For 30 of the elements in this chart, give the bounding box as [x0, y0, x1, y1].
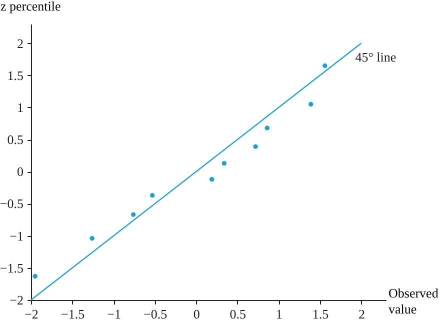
x-axis-title: Observed value [388, 286, 439, 316]
point [209, 176, 214, 182]
point [90, 236, 94, 241]
x-tick-label: 0 [193, 306, 200, 322]
point [32, 274, 38, 279]
x-tick-label: 0.5 [230, 306, 246, 322]
x-tick-label: −1.5 [60, 306, 85, 322]
point [150, 193, 155, 198]
point [264, 126, 270, 130]
y-tick-label: 0 [17, 164, 24, 180]
y-tick-label: 2 [17, 36, 24, 51]
x-tick-label: 1.5 [312, 306, 329, 322]
y-tick-label: −1 [10, 228, 24, 244]
point [222, 160, 227, 166]
point [322, 63, 328, 68]
x-tick-label: −0.5 [144, 306, 168, 322]
y-axis-title: z percentile [0, 0, 61, 14]
y-tick-label: −2 [10, 292, 24, 308]
point [253, 144, 258, 149]
x-tick-label: 1 [276, 306, 282, 322]
series-label: 45° line [355, 49, 396, 64]
y-tick-label: 1.5 [7, 68, 24, 83]
y-tick-label: −1.5 [0, 260, 24, 276]
x-tick-label: −1 [107, 306, 121, 322]
x-tick-label: 2 [358, 306, 365, 322]
point [308, 102, 314, 107]
y-tick-label: −0.5 [0, 196, 24, 212]
y-tick-label: 0.5 [7, 132, 24, 148]
point [131, 212, 136, 217]
y-tick-label: 1 [17, 100, 24, 115]
